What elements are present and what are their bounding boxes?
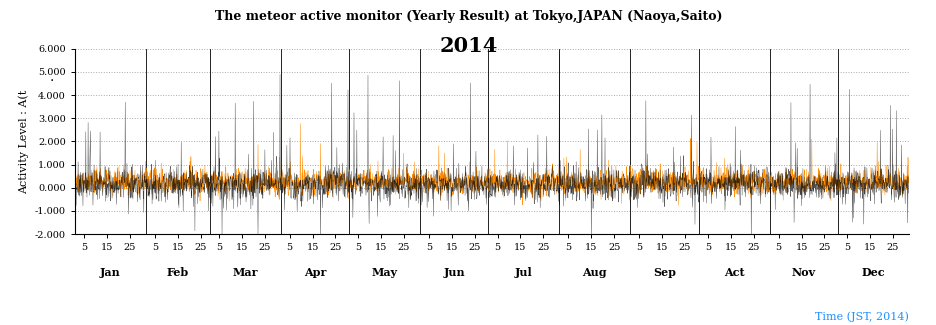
Text: May: May	[371, 266, 397, 278]
Text: 2014: 2014	[439, 36, 497, 56]
Text: Act: Act	[723, 266, 743, 278]
Text: Sep: Sep	[652, 266, 675, 278]
Y-axis label: Activity Level : A(t: Activity Level : A(t	[19, 89, 29, 193]
Text: Jul: Jul	[515, 266, 533, 278]
Text: Time (JST, 2014): Time (JST, 2014)	[814, 311, 908, 322]
Text: Apr: Apr	[303, 266, 326, 278]
Text: .: .	[50, 70, 53, 84]
Text: Feb: Feb	[167, 266, 189, 278]
Text: Aug: Aug	[582, 266, 607, 278]
Text: Jun: Jun	[443, 266, 464, 278]
Text: Jan: Jan	[100, 266, 121, 278]
Text: Dec: Dec	[861, 266, 885, 278]
Text: Nov: Nov	[791, 266, 815, 278]
Text: The meteor active monitor (Yearly Result) at Tokyo,JAPAN (Naoya,Saito): The meteor active monitor (Yearly Result…	[214, 10, 722, 23]
Text: Mar: Mar	[232, 266, 257, 278]
